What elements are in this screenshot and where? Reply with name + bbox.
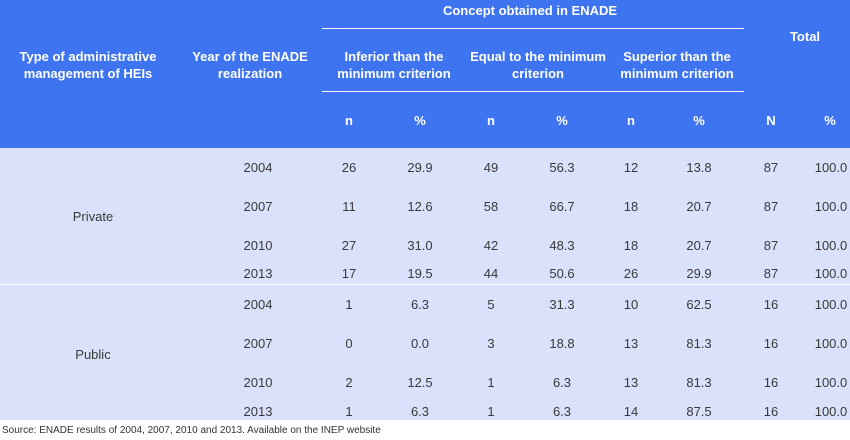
sub-inferior-pct: %: [414, 113, 426, 128]
group-label-private: Private: [72, 209, 114, 224]
equal-n-cell: 44: [483, 266, 499, 281]
year-cell: 2004: [243, 160, 273, 175]
equal-pct-cell: 48.3: [549, 238, 575, 253]
equal-n-cell: 49: [483, 160, 499, 175]
superior-n-cell: 18: [623, 238, 639, 253]
total-n-cell: 16: [763, 336, 779, 351]
source-note: Source: ENADE results of 2004, 2007, 201…: [2, 425, 381, 436]
total-pct-cell: 100.0: [814, 199, 848, 214]
sub-equal-pct: %: [556, 113, 568, 128]
sub-inferior-n: n: [345, 113, 353, 128]
total-pct-cell: 100.0: [814, 404, 848, 419]
superior-n-cell: 18: [623, 199, 639, 214]
year-column-header: Year of the ENADE realization: [192, 49, 308, 81]
equal-n-cell: 1: [487, 375, 495, 390]
total-pct-cell: 100.0: [814, 375, 848, 390]
inferior-pct-cell: 12.5: [407, 375, 433, 390]
total-n-cell: 87: [763, 266, 779, 281]
total-n-cell: 16: [763, 297, 779, 312]
sub-total-pct: %: [824, 113, 836, 128]
type-column-header: Type of administrative management of HEI…: [19, 49, 157, 81]
table-header: Concept obtained in ENADE Type of admini…: [0, 0, 850, 148]
total-n-cell: 16: [763, 375, 779, 390]
equal-pct-cell: 6.3: [552, 375, 572, 390]
sub-total-n: N: [766, 113, 776, 128]
inferior-pct-cell: 6.3: [410, 404, 430, 419]
superior-pct-cell: 87.5: [686, 404, 712, 419]
inferior-n-cell: 11: [342, 199, 356, 214]
inferior-n-cell: 17: [341, 266, 357, 281]
superior-n-cell: 13: [623, 375, 639, 390]
superior-column-header: Superior than the minimum criterion: [620, 49, 734, 81]
total-pct-cell: 100.0: [814, 238, 848, 253]
concept-group-rule: [322, 28, 744, 29]
inferior-pct-cell: 31.0: [407, 238, 433, 253]
total-n-cell: 87: [763, 160, 779, 175]
superior-pct-cell: 62.5: [686, 297, 712, 312]
total-n-cell: 16: [763, 404, 779, 419]
equal-n-cell: 42: [483, 238, 499, 253]
inferior-column-header: Inferior than the minimum criterion: [337, 49, 451, 81]
inferior-n-cell: 2: [345, 375, 353, 390]
inferior-n-cell: 0: [345, 336, 353, 351]
sub-superior-pct: %: [693, 113, 705, 128]
superior-n-cell: 13: [623, 336, 639, 351]
equal-n-cell: 5: [487, 297, 495, 312]
group-label-public: Public: [75, 347, 111, 362]
total-n-cell: 87: [763, 238, 779, 253]
inferior-pct-cell: 12.6: [407, 199, 433, 214]
year-cell: 2007: [243, 336, 273, 351]
year-cell: 2010: [243, 238, 273, 253]
equal-pct-cell: 31.3: [549, 297, 575, 312]
group-separator: [0, 284, 850, 285]
superior-pct-cell: 20.7: [686, 238, 712, 253]
equal-n-cell: 1: [487, 404, 495, 419]
public-block: [0, 285, 850, 420]
equal-pct-cell: 6.3: [552, 404, 572, 419]
inferior-n-cell: 26: [341, 160, 357, 175]
superior-pct-cell: 81.3: [686, 336, 712, 351]
inferior-pct-cell: 0.0: [410, 336, 430, 351]
total-pct-cell: 100.0: [814, 160, 848, 175]
equal-pct-cell: 56.3: [549, 160, 575, 175]
year-cell: 2013: [243, 404, 273, 419]
total-n-cell: 87: [763, 199, 779, 214]
sub-superior-n: n: [627, 113, 635, 128]
equal-pct-cell: 18.8: [549, 336, 575, 351]
superior-n-cell: 14: [623, 404, 639, 419]
inferior-n-cell: 27: [341, 238, 357, 253]
total-pct-cell: 100.0: [814, 297, 848, 312]
total-pct-cell: 100.0: [814, 266, 848, 281]
inferior-pct-cell: 6.3: [410, 297, 430, 312]
year-cell: 2004: [243, 297, 273, 312]
concept-group-header: Concept obtained in ENADE: [442, 3, 618, 18]
inferior-pct-cell: 19.5: [407, 266, 433, 281]
superior-pct-cell: 29.9: [686, 266, 712, 281]
inferior-n-cell: 1: [345, 297, 353, 312]
subheader-rule: [322, 91, 744, 92]
private-block: [0, 148, 850, 284]
equal-pct-cell: 50.6: [549, 266, 575, 281]
year-cell: 2013: [243, 266, 273, 281]
total-pct-cell: 100.0: [814, 336, 848, 351]
superior-pct-cell: 13.8: [686, 160, 712, 175]
inferior-n-cell: 1: [345, 404, 353, 419]
inferior-pct-cell: 29.9: [407, 160, 433, 175]
equal-n-cell: 3: [487, 336, 495, 351]
superior-pct-cell: 20.7: [686, 199, 712, 214]
superior-pct-cell: 81.3: [686, 375, 712, 390]
superior-n-cell: 12: [623, 160, 639, 175]
superior-n-cell: 10: [623, 297, 639, 312]
sub-equal-n: n: [487, 113, 495, 128]
superior-n-cell: 26: [623, 266, 639, 281]
total-column-header: Total: [789, 29, 821, 44]
year-cell: 2010: [243, 375, 273, 390]
year-cell: 2007: [243, 199, 273, 214]
equal-n-cell: 58: [483, 199, 499, 214]
equal-pct-cell: 66.7: [549, 199, 575, 214]
equal-column-header: Equal to the minimum criterion: [470, 49, 606, 81]
